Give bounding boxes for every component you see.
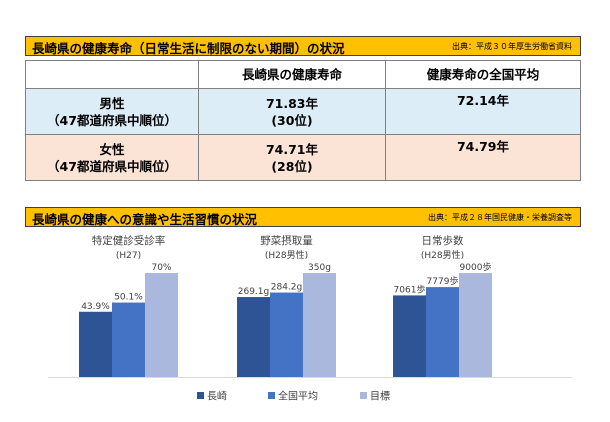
life-expectancy-table: 長崎県の健康寿命 健康寿命の全国平均 男性 （47都道府県中順位） 71.83年…: [25, 60, 581, 181]
cell-female-nagasaki-rank: (28位): [271, 158, 313, 174]
bar-label-2-1: 7779歩: [427, 275, 459, 287]
cell-male-nagasaki-years: 71.83年: [265, 95, 319, 111]
bar-label-0-2: 70%: [151, 263, 171, 273]
bar-label-0-1: 50.1%: [114, 293, 143, 303]
table-header-row: 長崎県の健康寿命 健康寿命の全国平均: [25, 60, 581, 89]
group-subtitle-2: (H28男性): [421, 249, 464, 261]
bar-2-1: [426, 287, 459, 377]
bar-0-0: [79, 311, 112, 377]
cell-male-nagasaki-rank: (30位): [271, 112, 313, 128]
section2-title: 長崎県の健康への意識や生活習慣の状況: [32, 212, 258, 227]
bar-1-1: [270, 292, 303, 377]
group-title-2: 日常歩数: [422, 234, 464, 247]
bar-label-1-2: 350g: [308, 263, 331, 273]
table-row-female: 女性 （47都道府県中順位） 74.71年 (28位) 74.79年: [25, 134, 581, 181]
section2-header: 長崎県の健康への意識や生活習慣の状況 出典：平成２８年国民健康・栄養調査等: [25, 207, 581, 227]
table-header-nagasaki: 長崎県の健康寿命: [198, 60, 386, 89]
row-label-male-sex: 男性: [99, 95, 125, 111]
group-subtitle-1: (H28男性): [265, 249, 308, 261]
cell-female-national: 74.79年: [385, 134, 581, 181]
section1-source: 出典：平成３０年厚生労働省資料: [452, 42, 572, 51]
row-label-female: 女性 （47都道府県中順位）: [25, 134, 199, 181]
section1-title: 長崎県の健康寿命（日常生活に制限のない期間）の状況: [32, 41, 345, 56]
legend-label-2: 目標: [370, 390, 390, 403]
bar-label-1-0: 269.1g: [238, 287, 269, 297]
bar-1-2: [303, 273, 336, 377]
bar-2-0: [393, 295, 426, 377]
legend-label-0: 長崎: [207, 390, 227, 403]
bar-label-2-0: 7061歩: [394, 283, 426, 295]
table-row-male: 男性 （47都道府県中順位） 71.83年 (30位) 72.14年: [25, 88, 581, 135]
row-label-male: 男性 （47都道府県中順位）: [25, 88, 199, 135]
section1-header: 長崎県の健康寿命（日常生活に制限のない期間）の状況 出典：平成３０年厚生労働省資…: [25, 36, 581, 56]
legend-swatch-0: [197, 392, 204, 399]
group-subtitle-0: (H27): [116, 251, 141, 261]
bar-0-2: [145, 273, 178, 377]
bar-1-0: [237, 297, 270, 377]
bar-label-2-2: 9000歩: [460, 261, 492, 273]
row-label-female-sex: 女性: [99, 141, 125, 157]
cell-female-nagasaki-years: 74.71年: [265, 141, 319, 157]
cell-male-national: 72.14年: [385, 88, 581, 135]
group-title-1: 野菜摂取量: [260, 234, 313, 247]
row-label-female-rank-note: （47都道府県中順位）: [47, 158, 177, 174]
bar-0-1: [112, 302, 145, 377]
legend-swatch-1: [268, 392, 275, 399]
cell-female-nagasaki: 74.71年 (28位): [198, 134, 386, 181]
bar-label-1-1: 284.2g: [271, 283, 302, 293]
section2-source: 出典：平成２８年国民健康・栄養調査等: [428, 213, 572, 222]
row-label-male-rank-note: （47都道府県中順位）: [47, 112, 177, 128]
group-title-0: 特定健診受診率: [92, 234, 166, 247]
legend-label-1: 全国平均: [278, 390, 318, 403]
legend-swatch-2: [360, 392, 367, 399]
bar-2-2: [459, 273, 492, 377]
bar-label-0-0: 43.9%: [81, 302, 110, 312]
table-header-blank: [25, 60, 199, 89]
table-header-national: 健康寿命の全国平均: [385, 60, 581, 89]
